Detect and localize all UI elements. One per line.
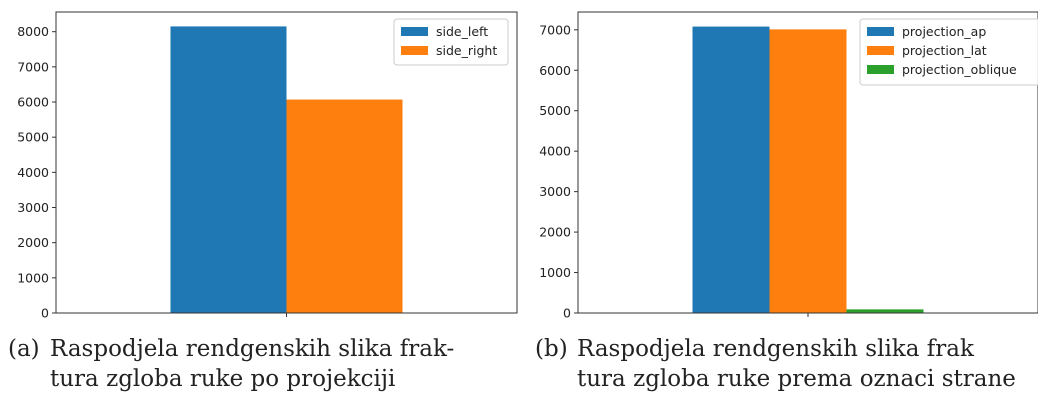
y-tick-label: 4000 [17,165,49,180]
caption-b-line1: Raspodjela rendgenskih slika frak [577,336,975,362]
chart-b: 0 1000 2000 3000 4000 5000 6000 7000 projection_… [539,11,1038,321]
legend-label-projection_ap: projection_ap [902,24,986,39]
y-tick-label: 7000 [17,59,49,74]
y-tick-label: 1000 [17,270,49,285]
legend-swatch-projection_oblique [867,65,894,74]
bar-side_left [170,26,287,314]
legend-box [859,18,1038,86]
legend-label-projection_lat: projection_lat [902,43,987,58]
y-tick-label: 3000 [17,200,49,215]
bar-projection_ap [692,26,770,314]
legend-swatch-side_right [401,46,428,55]
caption-b-line2: tura zgloba ruke prema oznaci strane [577,366,1016,392]
caption-b-tag: (b) [535,336,568,362]
y-tick-label: 2000 [539,225,571,240]
y-tick-label: 6000 [17,95,49,110]
y-tick-label: 6000 [539,63,571,78]
legend-label-side_left: side_left [436,24,488,39]
legend-swatch-side_left [401,27,428,36]
y-tick-label: 0 [41,306,49,321]
y-tick-label: 0 [563,306,571,321]
y-tick-label: 7000 [539,22,571,37]
y-tick-label: 5000 [17,130,49,145]
caption-a-tag: (a) [8,336,40,362]
legend-swatch-projection_ap [867,27,894,36]
y-tick-label: 8000 [17,24,49,39]
y-tick-label: 4000 [539,144,571,159]
caption-a-line1: Raspodjela rendgenskih slika frak- [50,336,454,362]
y-tick-label: 2000 [17,235,49,250]
y-tick-label: 5000 [539,103,571,118]
y-tick-label: 1000 [539,265,571,280]
chart-a: 0 1000 2000 3000 4000 5000 6000 7000 8000 side_le… [17,11,518,321]
legend-swatch-projection_lat [867,46,894,55]
legend-label-projection_oblique: projection_oblique [902,62,1017,77]
legend-label-side_right: side_right [436,43,497,58]
bar-projection_lat [769,29,847,313]
bar-side_right [286,99,403,313]
bar-projection_oblique [846,309,924,313]
y-tick-label: 3000 [539,184,571,199]
caption-a-line2: tura zgloba ruke po projekciji [50,366,395,392]
